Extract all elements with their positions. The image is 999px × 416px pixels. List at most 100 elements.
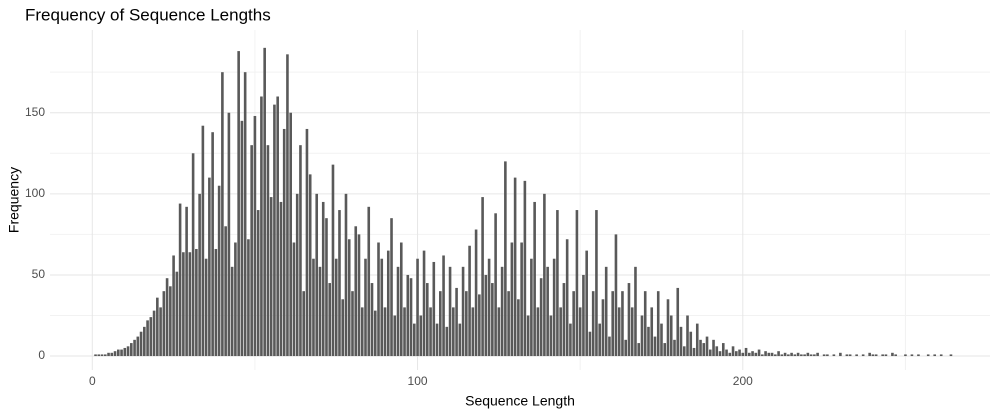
bar — [292, 242, 296, 357]
bar — [793, 354, 797, 357]
bar — [526, 315, 530, 357]
bar — [175, 271, 179, 357]
bar — [169, 286, 172, 357]
x-tick-label: 200 — [733, 374, 753, 388]
y-axis-title: Frequency — [6, 167, 22, 233]
bar — [539, 278, 543, 357]
bar — [165, 278, 169, 357]
bar — [754, 352, 758, 357]
bar — [933, 354, 937, 357]
bar — [917, 354, 920, 357]
bar — [432, 261, 436, 357]
bar — [478, 294, 481, 357]
bar — [575, 210, 579, 357]
bar — [601, 299, 605, 357]
bar — [796, 352, 800, 357]
bar — [643, 291, 647, 357]
bar — [318, 266, 322, 357]
bar — [904, 354, 907, 357]
bar — [370, 283, 374, 357]
bar — [240, 120, 244, 357]
bar — [308, 174, 312, 357]
bar — [178, 203, 182, 357]
bar — [497, 307, 501, 357]
bar — [556, 210, 559, 357]
bar — [617, 307, 621, 357]
bar — [159, 307, 162, 357]
bar — [702, 343, 706, 357]
bar — [455, 287, 458, 357]
bar — [689, 331, 693, 357]
bar — [107, 352, 110, 357]
bar — [328, 283, 332, 357]
bar — [764, 351, 767, 357]
bar — [640, 315, 644, 357]
bar — [152, 310, 156, 357]
bar — [100, 354, 104, 357]
bar — [429, 307, 432, 357]
bar — [276, 96, 279, 357]
bar — [803, 354, 806, 357]
bar — [510, 242, 514, 357]
bar — [673, 339, 676, 357]
bar — [621, 291, 624, 357]
bar — [227, 112, 231, 357]
bar — [682, 346, 686, 357]
bar — [412, 323, 416, 357]
bar — [439, 291, 442, 357]
bar — [894, 354, 897, 357]
bar — [728, 352, 732, 357]
bar — [826, 354, 829, 357]
bar — [201, 125, 205, 357]
bar — [185, 206, 188, 357]
bar — [578, 307, 582, 357]
bar — [452, 307, 455, 357]
bar — [663, 343, 667, 357]
bar — [279, 201, 283, 357]
bar — [695, 323, 699, 357]
bar — [315, 193, 319, 357]
bar — [591, 291, 595, 357]
bar — [351, 291, 354, 357]
bar — [474, 229, 478, 357]
bar — [611, 291, 614, 357]
bar — [282, 128, 286, 357]
bar — [634, 266, 637, 357]
bar — [247, 239, 250, 357]
bar — [595, 210, 598, 357]
bar — [380, 258, 384, 357]
bar — [139, 331, 143, 357]
bar — [552, 258, 556, 357]
bar — [757, 349, 761, 357]
bar — [783, 352, 787, 357]
bar — [230, 266, 234, 357]
bar — [868, 352, 871, 357]
bar — [660, 323, 663, 357]
bar — [97, 354, 101, 357]
bar — [465, 291, 468, 357]
bar — [269, 197, 273, 357]
bar — [143, 326, 146, 357]
bar — [234, 242, 237, 357]
bar — [364, 258, 367, 357]
bar — [481, 197, 484, 357]
bar — [800, 354, 803, 357]
bar — [855, 354, 858, 357]
bar — [409, 278, 413, 357]
bar — [396, 266, 400, 357]
bar — [344, 193, 348, 357]
bar — [487, 258, 491, 357]
bar — [787, 354, 790, 357]
bar — [627, 283, 631, 357]
bar — [347, 239, 351, 357]
bar — [832, 354, 836, 357]
bar — [692, 347, 696, 357]
y-tick-label: 150 — [25, 105, 45, 119]
bar — [221, 72, 224, 357]
bar — [416, 258, 419, 357]
bar — [468, 245, 471, 357]
chart-title: Frequency of Sequence Lengths — [25, 5, 271, 24]
bar — [273, 104, 276, 357]
bar — [211, 132, 214, 357]
bar — [263, 47, 266, 357]
